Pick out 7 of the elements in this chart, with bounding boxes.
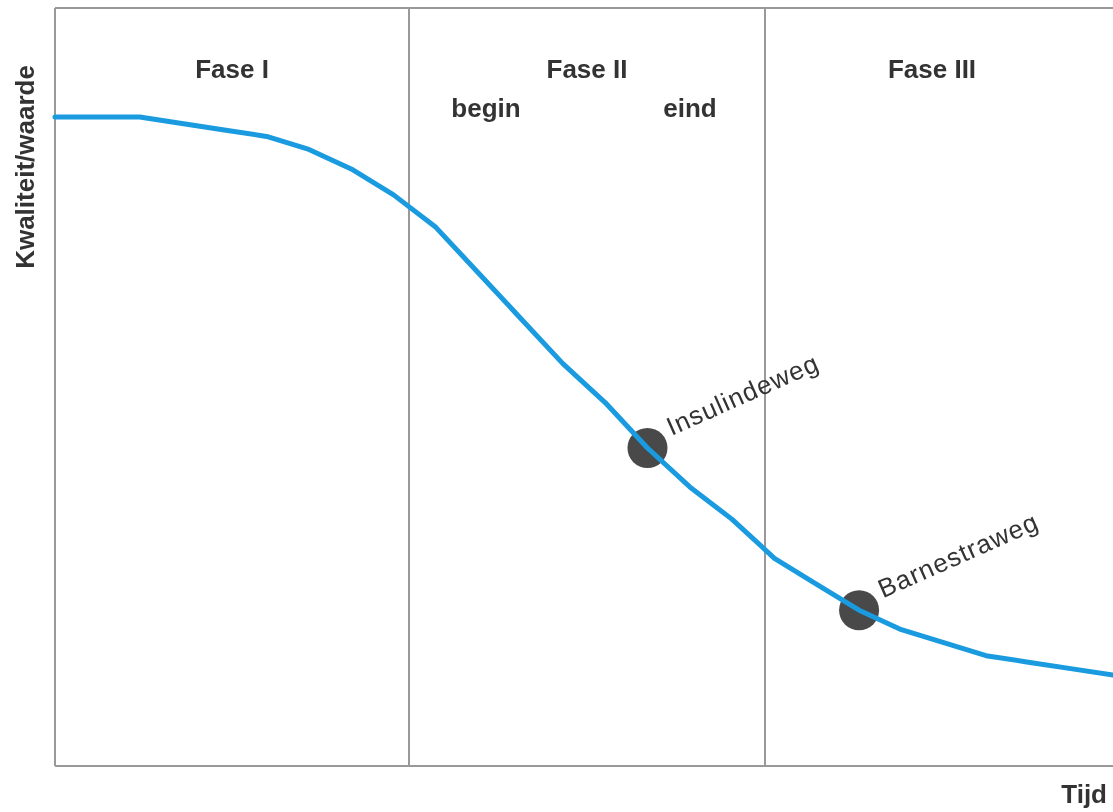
text: Fase III [887,54,977,84]
y-axis-title: Kwaliteit/waarde [10,65,40,269]
annotation: begin [451,93,521,123]
text: Fase I [195,54,269,84]
annotation: eind [663,93,717,123]
text: Fase II [546,54,628,84]
x-axis-title: Tijd [1061,779,1107,809]
